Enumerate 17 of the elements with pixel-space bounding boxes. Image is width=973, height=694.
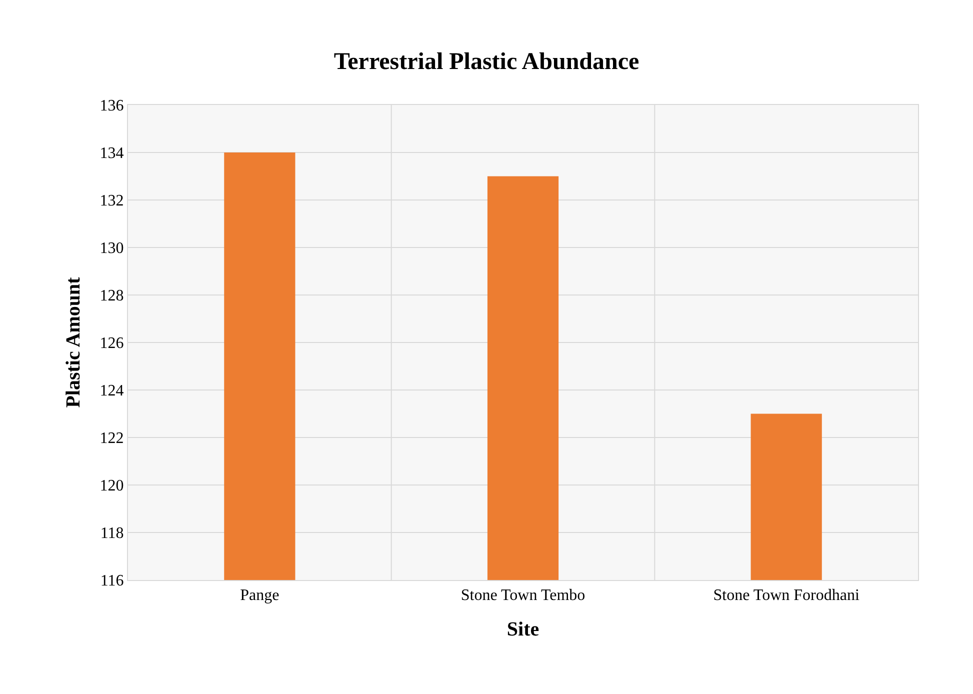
x-axis-title: Site (506, 618, 540, 641)
y-tick-label: 126 (100, 335, 124, 352)
y-axis-title: Plastic Amount (62, 276, 84, 408)
y-tick-label: 118 (100, 525, 124, 542)
y-tick-label: 132 (100, 192, 124, 210)
x-tick-label: Pange (240, 587, 280, 604)
y-tick-label: 134 (100, 145, 124, 162)
x-tick-label: Stone Town Forodhani (713, 587, 860, 604)
chart-title: Terrestrial Plastic Abundance (334, 48, 640, 75)
y-tick-label: 136 (100, 98, 124, 115)
y-tick-label: 128 (100, 288, 124, 305)
y-tick-label: 116 (100, 572, 124, 590)
x-tick-label: Stone Town Tembo (460, 587, 586, 604)
y-tick-label: 130 (100, 240, 124, 258)
y-tick-label: 120 (100, 478, 124, 495)
y-tick-label: 124 (100, 382, 124, 400)
y-tick-label: 122 (100, 430, 124, 448)
